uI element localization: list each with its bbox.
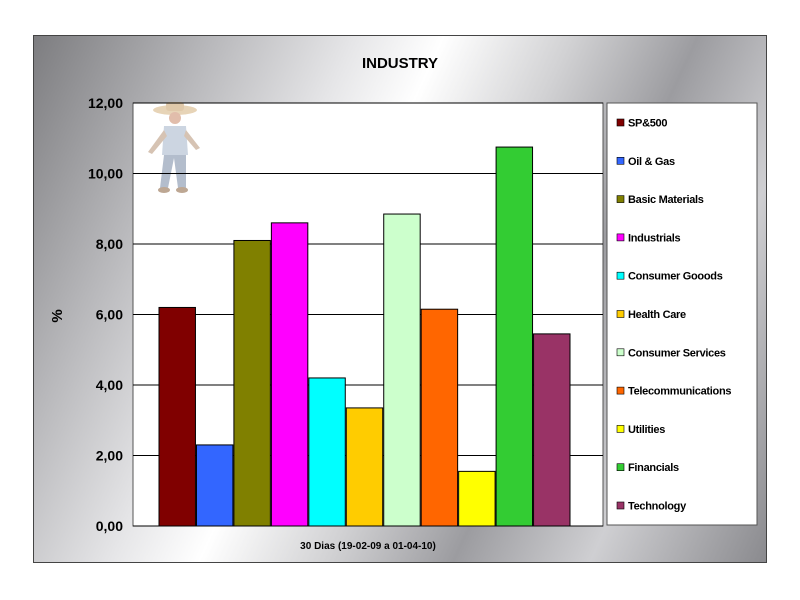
cowboy-figure-image (148, 102, 200, 193)
bar-utilities (458, 470, 496, 527)
legend-swatch (616, 271, 625, 280)
legend-swatch (616, 195, 625, 203)
legend-label: Oil & Gas (628, 156, 675, 168)
legend-label: Telecommunications (628, 386, 731, 398)
x-category-label: 30 Dias (19-02-09 a 01-04-10) (300, 541, 436, 552)
legend-label: Technology (628, 501, 687, 513)
legend-label: Industrials (628, 232, 681, 244)
legend-swatch (616, 233, 625, 242)
y-tick-label: 4,00 (96, 377, 123, 393)
legend-swatch (616, 463, 625, 472)
bar-telecommunications (420, 308, 459, 527)
bar-health-care (345, 407, 384, 527)
legend-label: SP&500 (628, 118, 667, 130)
bar-basic-materials (233, 239, 271, 527)
bar-sp-500 (158, 306, 196, 527)
bar-financials (495, 146, 534, 527)
legend-swatch (616, 386, 625, 395)
legend-label: Health Care (628, 309, 686, 321)
legend-swatch (616, 425, 625, 433)
y-axis-label: % (49, 309, 66, 322)
y-tick-label: 2,00 (96, 448, 123, 464)
legend-label: Basic Materials (628, 194, 704, 206)
legend-label: Financials (628, 462, 679, 474)
bar-consumer-services (383, 213, 421, 527)
legend-swatch (616, 157, 625, 165)
legend-swatch (616, 118, 625, 127)
y-tick-label: 12,00 (88, 95, 123, 111)
legend-box (606, 102, 758, 526)
legend-swatch (616, 310, 625, 318)
y-tick-label: 10,00 (88, 166, 123, 182)
bar-consumer-gooods (308, 377, 346, 527)
chart-title: INDUSTRY (362, 55, 438, 72)
legend-label: Utilities (628, 424, 665, 436)
legend-label: Consumer Services (628, 347, 726, 359)
y-tick-label: 0,00 (96, 518, 123, 534)
y-tick-label: 6,00 (96, 307, 123, 323)
bar-industrials (270, 222, 309, 527)
bar-technology (533, 333, 571, 527)
legend-swatch (616, 501, 625, 510)
y-tick-label: 8,00 (96, 236, 123, 252)
legend-swatch (616, 348, 625, 357)
legend-label: Consumer Gooods (628, 271, 723, 283)
bar-oil-gas (195, 444, 234, 527)
